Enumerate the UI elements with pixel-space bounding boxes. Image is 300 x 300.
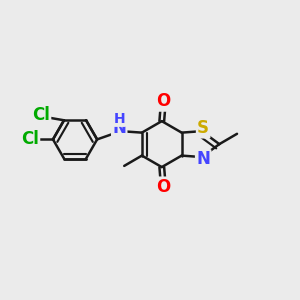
Text: Cl: Cl [32,106,50,124]
Text: N: N [112,119,126,137]
Text: Cl: Cl [21,130,39,148]
Text: O: O [156,178,170,196]
Text: H: H [113,112,125,126]
Text: N: N [196,150,210,168]
Text: S: S [197,119,209,137]
Text: O: O [156,92,170,110]
